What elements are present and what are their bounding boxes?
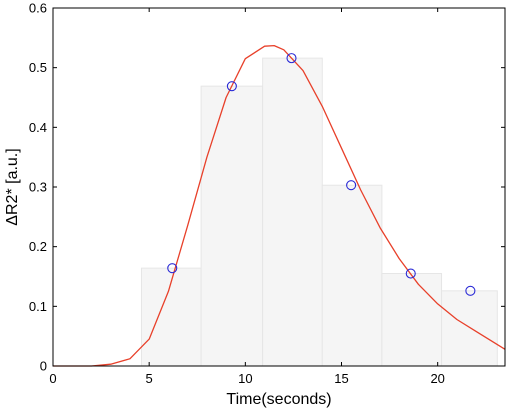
data-point-6 <box>465 285 476 296</box>
fit-curve <box>53 44 506 367</box>
x-tick-label-5: 5 <box>146 371 153 386</box>
bars-layer <box>140 57 498 367</box>
x-axis-title: Time(seconds) <box>226 391 331 408</box>
data-point-3 <box>286 53 297 64</box>
data-point-2 <box>226 81 237 92</box>
y-tick-label-0.6: 0.6 <box>29 1 47 16</box>
y-tick-label-0: 0 <box>40 359 47 374</box>
y-tick-label-0.2: 0.2 <box>29 239 47 254</box>
y-tick-label-0.5: 0.5 <box>29 60 47 75</box>
bar-5 <box>381 273 443 367</box>
y-tick-label-0.3: 0.3 <box>29 180 47 195</box>
x-tick-label-20: 20 <box>430 371 444 386</box>
y-tick-label-0.4: 0.4 <box>29 120 47 135</box>
y-axis-title: ΔR2* [a.u.] <box>4 148 21 225</box>
points-layer <box>167 53 476 296</box>
data-point-4 <box>346 180 357 191</box>
x-tick-label-15: 15 <box>334 371 348 386</box>
curve-layer <box>53 44 506 367</box>
ticks-layer: 0 5 10 15 20 0 0.1 0.2 0.3 0.4 0.5 0.6 <box>29 1 505 386</box>
data-point-1 <box>167 263 178 274</box>
bar-4 <box>321 184 383 367</box>
bar-2 <box>200 85 264 367</box>
bar-3 <box>262 57 323 367</box>
x-tick-label-10: 10 <box>238 371 252 386</box>
bar-6 <box>441 290 498 367</box>
data-point-5 <box>405 268 416 279</box>
x-tick-label-0: 0 <box>49 371 56 386</box>
bar-1 <box>140 267 202 367</box>
y-tick-label-0.1: 0.1 <box>29 299 47 314</box>
